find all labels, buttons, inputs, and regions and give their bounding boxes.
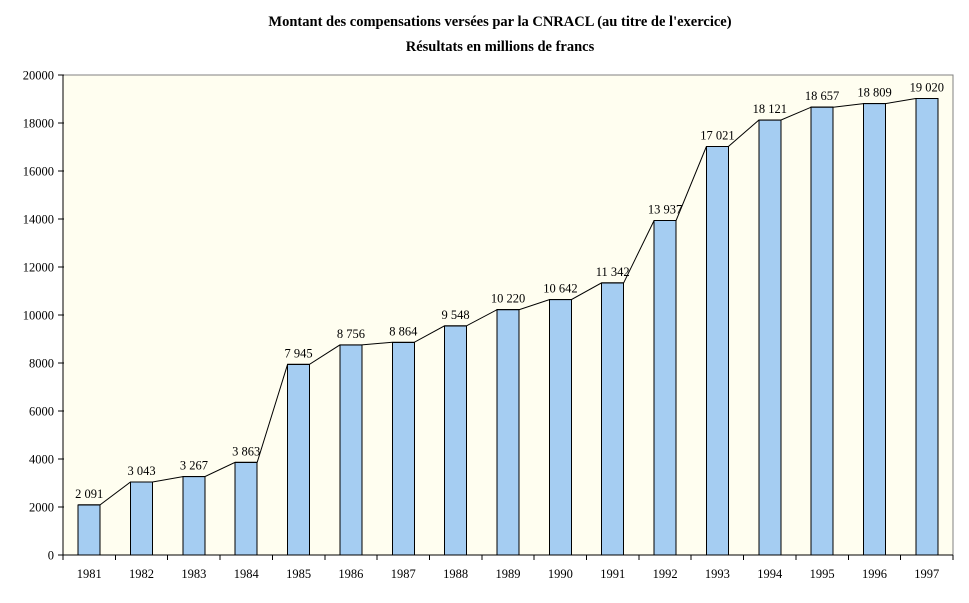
bar-1987 (391, 341, 415, 556)
x-tick-label: 1994 (757, 567, 783, 581)
bar-value-label: 9 548 (442, 308, 470, 322)
x-tick-label: 1995 (810, 567, 835, 581)
bar-value-label: 2 091 (75, 487, 103, 501)
bar-value-label: 18 121 (753, 102, 787, 116)
y-tick-label: 0 (48, 549, 54, 563)
chart-title: Montant des compensations versées par la… (268, 14, 731, 30)
bar-1984 (234, 461, 258, 556)
bar-value-label: 8 756 (337, 327, 365, 341)
x-tick-label: 1987 (391, 567, 416, 581)
bar-1996 (863, 103, 886, 556)
x-tick-label: 1985 (286, 567, 311, 581)
x-tick-label: 1983 (181, 567, 206, 581)
x-tick-label: 1992 (653, 567, 678, 581)
bar-value-label: 3 043 (127, 464, 155, 478)
x-tick-label: 1990 (548, 567, 573, 581)
x-tick-label: 1982 (129, 567, 154, 581)
y-tick-label: 14000 (23, 213, 54, 227)
bar-value-label: 7 945 (285, 346, 313, 360)
bar-1985 (287, 363, 311, 556)
y-tick-label: 16000 (23, 165, 54, 179)
bar-1983 (182, 476, 206, 556)
bar-1986 (339, 344, 363, 556)
bar-1997 (915, 98, 939, 556)
y-tick-label: 12000 (23, 261, 54, 275)
y-tick-label: 8000 (29, 357, 54, 371)
chart-subtitle: Résultats en millions de francs (406, 39, 595, 55)
x-tick-label: 1981 (77, 567, 102, 581)
y-tick-label: 4000 (29, 453, 54, 467)
bar-value-label: 10 642 (543, 282, 577, 296)
bar-1995 (810, 106, 834, 556)
y-tick-label: 18000 (23, 117, 54, 131)
bar-value-label: 17 021 (700, 129, 734, 143)
bar-value-label: 18 809 (857, 86, 891, 100)
x-tick-label: 1996 (862, 567, 887, 581)
x-tick-label: 1993 (705, 567, 730, 581)
bar-1982 (130, 481, 153, 556)
bar-value-label: 8 864 (389, 324, 418, 338)
bar-value-label: 3 863 (232, 444, 260, 458)
bar-1988 (444, 325, 468, 556)
bar-value-label: 3 267 (180, 459, 208, 473)
bar-1993 (705, 146, 729, 556)
trend-line (78, 98, 938, 506)
bar-1981 (77, 504, 101, 556)
x-tick-label: 1989 (496, 567, 521, 581)
bar-value-label: 18 657 (805, 89, 839, 103)
bar-1992 (653, 220, 677, 556)
y-tick-label: 20000 (23, 69, 54, 83)
x-tick-label: 1991 (600, 567, 625, 581)
plot-border (63, 74, 954, 555)
bar-1994 (758, 119, 782, 556)
x-tick-label: 1986 (338, 567, 363, 581)
x-tick-label: 1984 (234, 567, 260, 581)
x-tick-label: 1988 (443, 567, 468, 581)
bar-value-label: 10 220 (491, 292, 525, 306)
bar-1989 (496, 309, 520, 556)
y-tick-label: 2000 (29, 501, 54, 515)
y-tick-label: 10000 (23, 309, 54, 323)
bar-1991 (601, 282, 625, 556)
bar-1990 (548, 299, 572, 556)
bar-value-label: 11 342 (596, 265, 630, 279)
bar-value-label: 19 020 (910, 81, 944, 95)
bar-value-label: 13 937 (648, 203, 682, 217)
y-tick-label: 6000 (29, 405, 54, 419)
x-tick-label: 1997 (914, 567, 939, 581)
plot-area: 2 091 3 043 3 267 3 863 7 945 8 756 8 864 9 548… (23, 69, 954, 581)
